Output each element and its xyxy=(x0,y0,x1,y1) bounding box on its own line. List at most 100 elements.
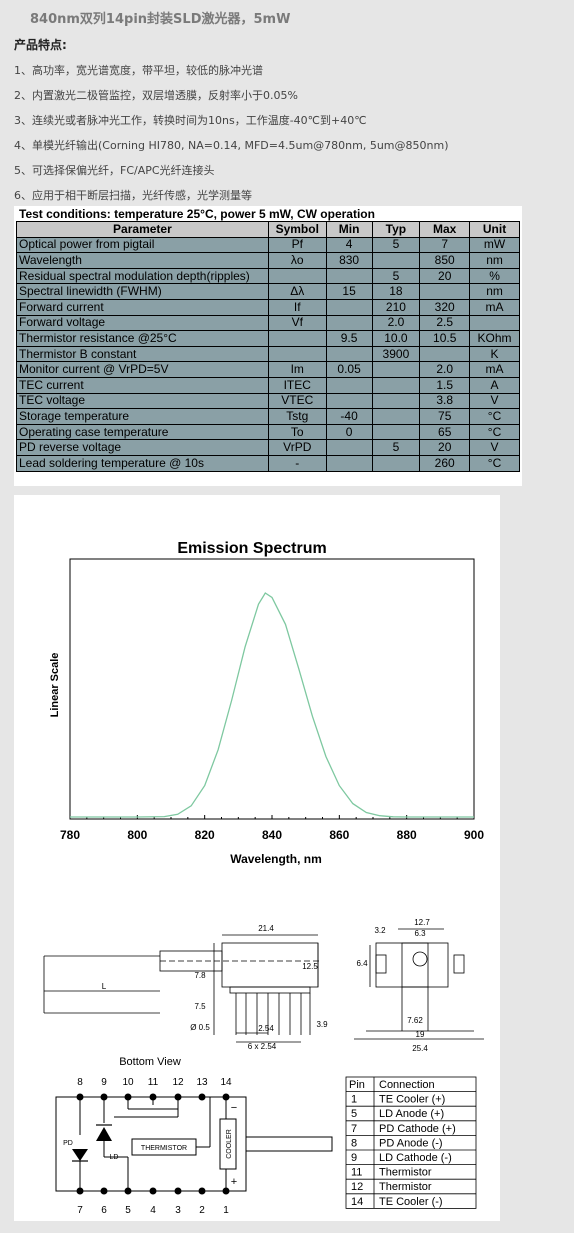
pin-table-cell-pin: 11 xyxy=(351,1167,362,1179)
pin-dot-bottom xyxy=(124,1187,132,1195)
chart-x-tick-label: 820 xyxy=(195,828,215,842)
spec-table-row: Storage temperature Tstg -40 75 °C xyxy=(16,408,520,425)
spec-cell-typ: 5 xyxy=(371,267,421,285)
spec-cell-symbol: Δλ xyxy=(267,283,327,300)
spec-cell-min xyxy=(325,376,373,394)
spec-cell-max: 260 xyxy=(419,454,471,472)
spec-cell-symbol: To xyxy=(267,423,327,441)
spec-cell-symbol: Pf xyxy=(267,236,327,254)
spec-cell-typ xyxy=(371,408,421,425)
photodiode-symbol xyxy=(72,1149,88,1161)
pin-table-cell-pin: 7 xyxy=(351,1123,357,1135)
pin-table-cell-pin: 12 xyxy=(351,1181,363,1193)
spec-cell-param: Optical power from pigtail xyxy=(16,236,269,254)
ld-label: LD xyxy=(110,1154,119,1161)
pin-number-top: 12 xyxy=(172,1077,184,1088)
spec-cell-typ xyxy=(371,392,421,410)
pin-table-cell-pin: 8 xyxy=(351,1137,357,1149)
pin-number-bottom: 3 xyxy=(175,1205,181,1216)
dim-label: 6.4 xyxy=(356,959,368,968)
dim-label: 21.4 xyxy=(258,924,274,933)
pin-number-bottom: 7 xyxy=(77,1205,83,1216)
spec-cell-param: Residual spectral modulation depth(rippl… xyxy=(16,267,269,285)
spec-cell-min xyxy=(325,298,373,316)
spec-cell-unit: mA xyxy=(469,298,520,316)
spec-table-row: Thermistor B constant 3900 K xyxy=(16,345,520,363)
feature-item: 5、可选择保偏光纤，FC/APC光纤连接头 xyxy=(14,164,215,177)
chart-title: Emission Spectrum xyxy=(177,540,326,557)
col-header-parameter: Parameter xyxy=(16,221,269,238)
spec-table-row: Forward current If 210 320 mA xyxy=(16,298,520,316)
col-header-symbol: Symbol xyxy=(267,221,327,238)
spec-cell-symbol xyxy=(267,345,327,363)
spec-cell-symbol: - xyxy=(267,454,327,472)
spec-cell-param: Wavelength xyxy=(16,252,269,269)
feature-item: 3、连续光或者脉冲光工作，转换时间为10ns，工作温度-40℃到+40℃ xyxy=(14,114,367,127)
spec-cell-param: Storage temperature xyxy=(16,408,269,425)
chart-series-line xyxy=(70,592,474,818)
spec-table-row: TEC voltage VTEC 3.8 V xyxy=(16,392,520,410)
spec-cell-max xyxy=(419,345,471,363)
spec-cell-max: 20 xyxy=(419,439,471,456)
spec-table-row: Residual spectral modulation depth(rippl… xyxy=(16,267,520,285)
dim-label: 3.9 xyxy=(316,1020,328,1029)
front-view-drawing xyxy=(354,928,484,1040)
chart-x-ticks: 780 800 820 840 860 880 900 xyxy=(60,815,484,842)
spec-cell-min xyxy=(325,439,373,456)
pin-dots xyxy=(76,1093,230,1195)
spec-table-caption: Test conditions: temperature 25°C, power… xyxy=(19,207,375,221)
front-tab xyxy=(375,954,387,974)
spec-table-row: Monitor current @ VrPD=5V Im 0.05 2.0 mA xyxy=(16,361,520,378)
spec-cell-symbol xyxy=(267,330,327,347)
pin-table-cell-connection: Thermistor xyxy=(379,1181,432,1193)
spec-cell-typ: 10.0 xyxy=(371,330,421,347)
col-header-min: Min xyxy=(325,221,373,238)
front-view-dimensions: 12.7 3.2 6.3 6.4 7.62 19 25.4 xyxy=(356,918,430,1053)
laser-diode-symbol xyxy=(96,1127,112,1141)
dim-label: 7.8 xyxy=(194,971,206,980)
spec-cell-max: 75 xyxy=(419,408,471,425)
pin-table-cell-connection: LD Anode (+) xyxy=(379,1108,444,1120)
spec-cell-min xyxy=(325,267,373,285)
spec-cell-symbol xyxy=(267,267,327,285)
spec-cell-symbol: VTEC xyxy=(267,392,327,410)
pin-number-top: 13 xyxy=(196,1077,208,1088)
pin-dot-top xyxy=(198,1093,206,1101)
fiber-pigtail xyxy=(245,1136,333,1152)
spec-cell-symbol: VrPD xyxy=(267,439,327,456)
spec-cell-max: 65 xyxy=(419,423,471,441)
spec-cell-max: 320 xyxy=(419,298,471,316)
spec-table-row: Thermistor resistance @25°C 9.5 10.0 10.5 KO… xyxy=(16,330,520,347)
feature-item: 1、高功率，宽光谱宽度，带平坦，较低的脉冲光谱 xyxy=(14,64,263,77)
front-flange xyxy=(401,942,429,988)
front-body xyxy=(375,942,449,988)
col-header-max: Max xyxy=(419,221,471,238)
spec-cell-unit: V xyxy=(469,392,520,410)
spec-cell-max: 7 xyxy=(419,236,471,254)
chart-xlabel: Wavelength, nm xyxy=(230,852,322,866)
spec-cell-max: 1.5 xyxy=(419,376,471,394)
spec-cell-param: Thermistor B constant xyxy=(16,345,269,363)
spec-cell-typ: 3900 xyxy=(371,345,421,363)
pin-table-cell-pin: 14 xyxy=(351,1196,363,1208)
spec-table-row: Spectral linewidth (FWHM) Δλ 15 18 nm xyxy=(16,283,520,300)
spec-cell-symbol: λo xyxy=(267,252,327,269)
chart-x-tick-label: 880 xyxy=(397,828,417,842)
pin-table-grid xyxy=(345,1076,477,1209)
chart-x-tick-label: 900 xyxy=(464,828,484,842)
package-outline xyxy=(55,1096,247,1192)
spec-table-row: Forward voltage Vf 2.0 2.5 xyxy=(16,314,520,332)
pin-table-header-pin: Pin xyxy=(349,1079,365,1091)
side-view-dimensions: 21.4 12.5 7.8 7.5 Ø 0.5 2.54 6 x 2.54 3.… xyxy=(102,924,328,1051)
dim-label: 7.5 xyxy=(194,1002,206,1011)
dim-label: 25.4 xyxy=(412,1044,428,1053)
spec-cell-min xyxy=(325,392,373,410)
spec-cell-max: 10.5 xyxy=(419,330,471,347)
spec-cell-typ: 18 xyxy=(371,283,421,300)
spec-cell-min: -40 xyxy=(325,408,373,425)
spec-table-panel: Test conditions: temperature 25°C, power… xyxy=(14,206,522,486)
pin-number-top: 11 xyxy=(148,1077,159,1088)
spec-table-header-row: Parameter Symbol Min Typ Max Unit xyxy=(16,221,520,238)
features-heading: 产品特点: xyxy=(14,38,67,52)
figure-svg: Emission Spectrum Linear Scale 780 800 820… xyxy=(43,540,484,1216)
